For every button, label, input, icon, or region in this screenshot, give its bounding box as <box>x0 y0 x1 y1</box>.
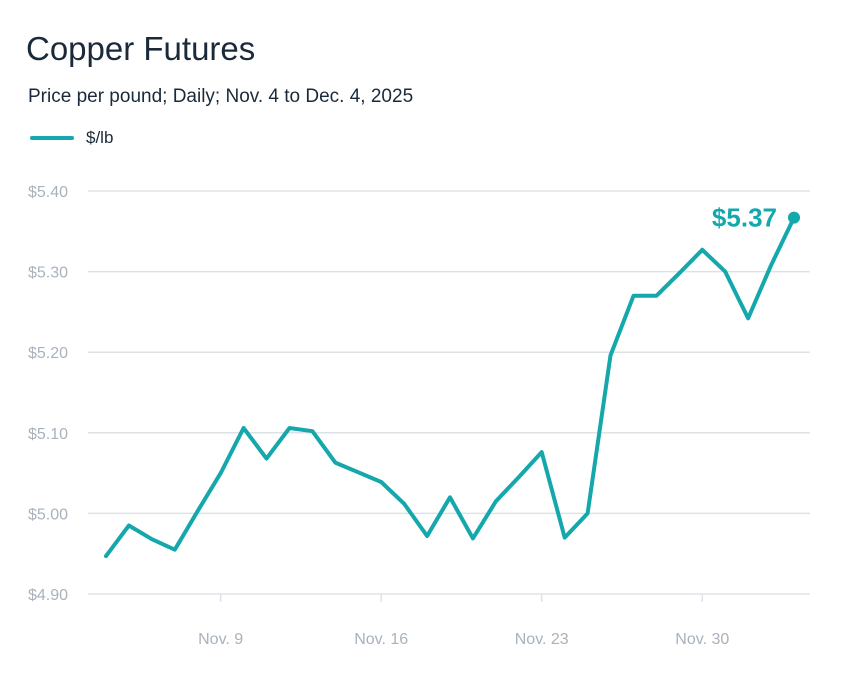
chart-subtitle: Price per pound; Daily; Nov. 4 to Dec. 4… <box>28 86 414 107</box>
chart-title: Copper Futures <box>26 30 256 67</box>
x-tick-label: Nov. 9 <box>198 631 243 648</box>
legend-swatch <box>30 136 74 140</box>
x-tick-label: Nov. 23 <box>515 631 569 648</box>
x-tick-label: Nov. 30 <box>675 631 729 648</box>
series-layer: $5.37 <box>104 203 800 559</box>
y-tick-label: $5.00 <box>28 506 68 523</box>
y-axis-ticks: $5.40 $5.30 $5.20 $5.10 $5.00 $4.90 <box>28 184 68 604</box>
x-tick-label: Nov. 16 <box>354 631 408 648</box>
y-tick-label: $5.40 <box>28 184 68 201</box>
legend: $/lb <box>30 128 113 148</box>
x-axis-ticks: Nov. 9 Nov. 16 Nov. 23 Nov. 30 <box>198 594 729 648</box>
y-tick-label: $5.20 <box>28 345 68 362</box>
y-tick-label: $5.30 <box>28 265 68 282</box>
end-value-label: $5.37 <box>712 203 777 233</box>
y-tick-label: $4.90 <box>28 587 68 604</box>
y-tick-label: $5.10 <box>28 426 68 443</box>
grid-lines <box>88 190 810 595</box>
legend-label: $/lb <box>86 128 114 147</box>
series-line <box>104 215 796 559</box>
end-point-marker <box>788 211 800 224</box>
